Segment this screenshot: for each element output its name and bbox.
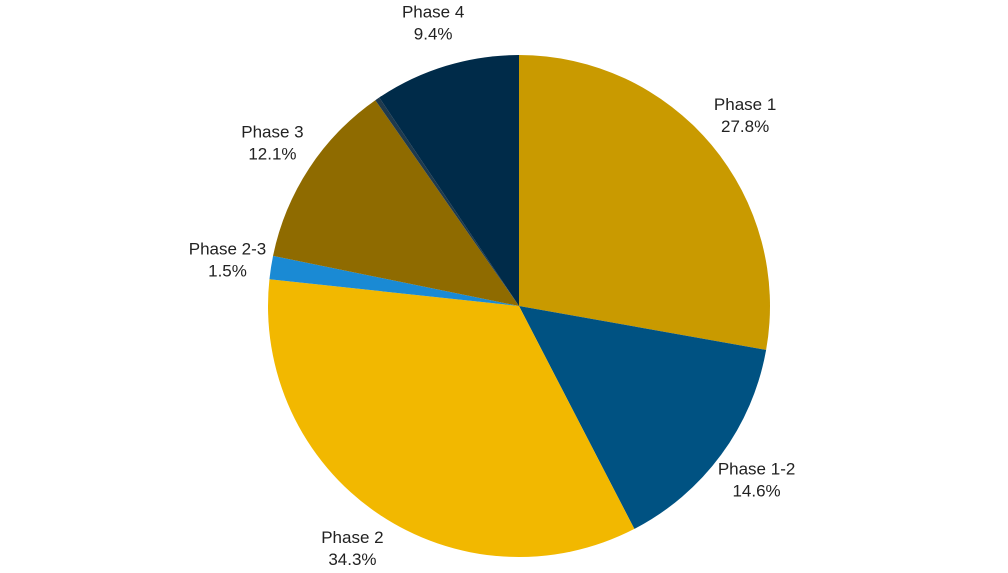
slice-label: Phase 1 xyxy=(714,95,776,114)
slice-value: 9.4% xyxy=(414,24,453,43)
slice-label: Phase 4 xyxy=(402,2,464,21)
slice-value: 12.1% xyxy=(248,145,296,164)
pie-slice xyxy=(269,255,519,306)
slice-value: 1.5% xyxy=(208,261,247,280)
slice-value: 34.3% xyxy=(328,550,376,569)
pie-slice xyxy=(268,279,635,557)
pie-slice xyxy=(375,97,519,306)
pie-slice xyxy=(519,306,767,529)
pie-slice xyxy=(379,55,519,306)
pie-slice xyxy=(273,100,519,307)
slice-label: Phase 2 xyxy=(321,528,383,547)
slice-label: Phase 2-3 xyxy=(189,239,267,258)
slice-label: Phase 3 xyxy=(241,123,303,142)
slice-value: 14.6% xyxy=(732,481,780,500)
slice-label: Phase 1-2 xyxy=(718,459,796,478)
slice-value: 27.8% xyxy=(721,117,769,136)
pie-slice xyxy=(519,55,770,350)
